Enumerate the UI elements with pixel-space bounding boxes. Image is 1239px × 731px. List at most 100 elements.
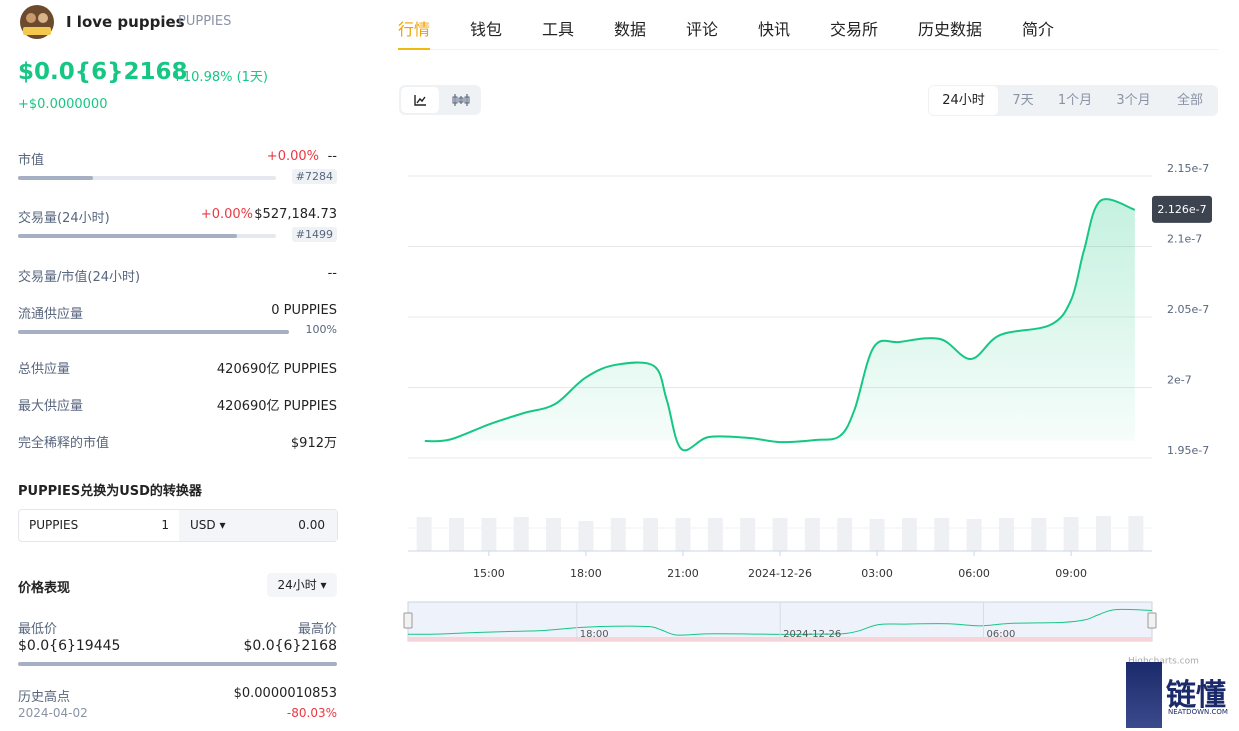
tab[interactable]: 快讯 xyxy=(758,20,791,39)
navigator-tick-label: 06:00 xyxy=(987,629,1016,640)
candle-mode-button[interactable] xyxy=(443,87,479,113)
coin-logo xyxy=(20,5,54,39)
current-price-label: 2.126e-7 xyxy=(1157,203,1206,216)
tab[interactable]: 简介 xyxy=(1022,20,1055,39)
converter-from[interactable]: PUPPIES xyxy=(29,518,79,532)
coin-symbol: PUPPIES xyxy=(178,14,232,29)
stat-value: $527,184.73 xyxy=(254,207,337,222)
tab[interactable]: 评论 xyxy=(686,20,719,39)
converter-title: PUPPIES兑换为USD的转换器 xyxy=(18,484,202,499)
x-tick-label: 2024-12-26 xyxy=(748,567,812,580)
line-icon xyxy=(414,95,426,106)
bar-fill xyxy=(18,176,93,180)
converter-to[interactable]: USD ▾ xyxy=(190,518,226,532)
tab[interactable]: 行情 xyxy=(398,20,431,39)
y-tick-label: 2.15e-7 xyxy=(1167,162,1209,175)
stat-value: 420690亿 PUPPIES xyxy=(216,399,337,414)
bar-track xyxy=(18,176,276,180)
volume-bar xyxy=(1063,517,1079,551)
x-tick-label: 09:00 xyxy=(1055,567,1087,580)
low-value: $0.0{6}19445 xyxy=(18,638,121,654)
stat-value: -- xyxy=(327,266,337,281)
volume-bar xyxy=(740,518,756,551)
tab[interactable]: 数据 xyxy=(614,20,647,39)
y-tick-label: 2.1e-7 xyxy=(1167,233,1202,246)
range-selector: 24小时 7天 1个月 3个月 全部 xyxy=(928,85,1218,116)
navigator-tick-label: 18:00 xyxy=(580,629,609,640)
volume-bar xyxy=(869,519,885,551)
navigator-line xyxy=(407,608,1153,636)
range-button[interactable]: 3个月 xyxy=(1116,93,1151,108)
x-tick-label: 21:00 xyxy=(667,567,699,580)
volume-bar xyxy=(578,521,594,551)
converter-to-box xyxy=(179,510,337,541)
volume-bar xyxy=(546,518,562,551)
ath-label: 历史高点 xyxy=(18,690,71,705)
tab[interactable]: 工具 xyxy=(542,20,575,39)
stat-change: +0.00% xyxy=(200,207,253,222)
navigator-handle xyxy=(403,612,413,629)
credit: Highcharts.com xyxy=(1128,657,1199,667)
volume-bar xyxy=(804,518,820,551)
converter-result: 0.00 xyxy=(298,518,325,532)
watermark-logo xyxy=(1126,662,1162,728)
volume-bar xyxy=(966,519,982,551)
range-button[interactable]: 24小时 xyxy=(929,86,998,115)
stat-value: -- xyxy=(327,149,337,164)
coin-name: I love puppies xyxy=(66,13,185,31)
line-mode-button[interactable] xyxy=(401,87,439,113)
stat-label: 市值 xyxy=(18,153,45,168)
tab[interactable]: 历史数据 xyxy=(918,20,983,39)
rank-badge: #1499 xyxy=(291,227,337,242)
tab[interactable]: 钱包 xyxy=(470,20,503,39)
range-button[interactable]: 7天 xyxy=(1012,93,1034,108)
stat-value: 0 PUPPIES xyxy=(271,303,337,318)
rank-badge: #7284 xyxy=(291,169,337,184)
watermark-sub: NEATDOWN.COM xyxy=(1168,708,1228,716)
tab-underline xyxy=(398,48,430,50)
performance-title: 价格表现 xyxy=(18,581,71,596)
bar-fill xyxy=(18,234,238,238)
navigator-tick-label: 2024-12-26 xyxy=(783,629,841,640)
volume-bar xyxy=(1031,518,1047,551)
price-line xyxy=(424,198,1136,452)
bar-fill xyxy=(18,330,289,334)
stat-label: 交易量/市值(24小时) xyxy=(18,270,141,285)
converter-amount[interactable]: 1 xyxy=(161,518,169,532)
watermark-text: 链懂 xyxy=(1166,678,1226,713)
ath-date: 2024-04-02 xyxy=(18,706,88,720)
period-dropdown[interactable]: 24小时 ▾ xyxy=(267,573,337,597)
x-tick-label: 15:00 xyxy=(473,567,505,580)
volume-bar xyxy=(643,518,659,551)
volume-bar xyxy=(934,518,950,551)
converter: PUPPIES 1 USD ▾ 0.00 xyxy=(18,509,338,542)
x-tick-label: 06:00 xyxy=(958,567,990,580)
volume-bar xyxy=(449,518,465,551)
range-bar xyxy=(18,662,337,666)
y-tick-label: 2e-7 xyxy=(1167,374,1192,387)
volume-bar xyxy=(481,518,497,551)
stat-label: 最大供应量 xyxy=(18,399,84,414)
stat-value: $912万 xyxy=(290,436,337,451)
volume-bar xyxy=(837,518,853,551)
stat-label: 流通供应量 xyxy=(18,307,84,322)
range-button[interactable]: 全部 xyxy=(1176,93,1203,108)
volume-bar xyxy=(901,518,917,551)
stat-label: 完全稀释的市值 xyxy=(18,436,110,451)
price-change-abs: +$0.0000000 xyxy=(18,97,108,112)
range-button[interactable]: 1个月 xyxy=(1057,93,1093,108)
x-tick-label: 03:00 xyxy=(861,567,893,580)
high-label: 最高价 xyxy=(297,622,337,637)
volume-bar xyxy=(707,518,723,551)
price: $0.0{6}2168 xyxy=(18,59,188,85)
tab[interactable]: 交易所 xyxy=(830,20,879,39)
y-tick-label: 2.05e-7 xyxy=(1167,303,1209,316)
volume-bar xyxy=(772,518,788,551)
volume-bar xyxy=(998,518,1014,551)
y-tick-label: 1.95e-7 xyxy=(1167,444,1209,457)
ath-value: $0.0000010853 xyxy=(233,686,337,701)
bar-label: 100% xyxy=(305,323,337,336)
navigator-handle xyxy=(1147,612,1157,629)
